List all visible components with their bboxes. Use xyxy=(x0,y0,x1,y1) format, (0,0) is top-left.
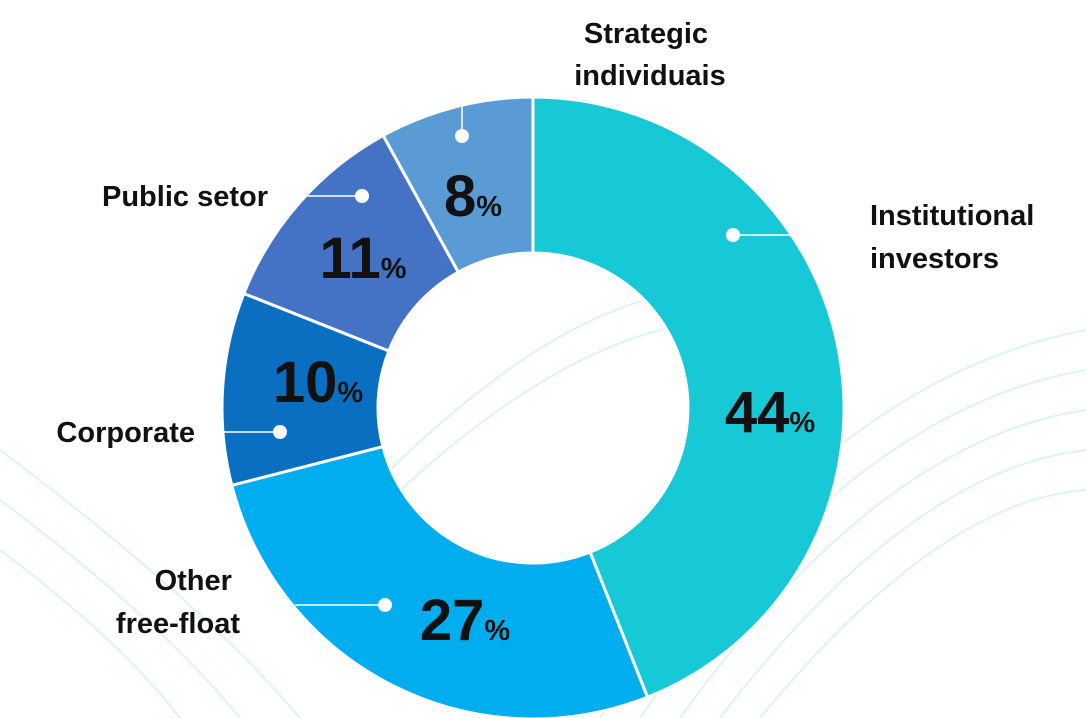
value-number: 8 xyxy=(444,164,476,229)
value-label: 27% xyxy=(420,588,511,653)
donut-slice xyxy=(381,95,535,275)
label-line: individuais xyxy=(574,60,725,92)
label-line: free-float xyxy=(116,608,240,640)
value-unit: % xyxy=(789,407,815,439)
value-unit: % xyxy=(476,191,502,223)
value-label: 44% xyxy=(725,380,816,445)
label-line: Institutional xyxy=(870,200,1042,232)
value-number: 27 xyxy=(420,588,485,653)
leader-dot xyxy=(378,598,392,612)
value-number: 10 xyxy=(273,350,338,415)
category-label: Strategic individuais xyxy=(574,18,725,92)
value-unit: % xyxy=(484,615,510,647)
category-label: Other free-float xyxy=(116,565,240,640)
value-number: 11 xyxy=(319,226,380,291)
leader-dot xyxy=(455,129,469,143)
value-label: 10% xyxy=(273,350,364,415)
value-unit: % xyxy=(381,253,407,285)
category-label: Institutional investors xyxy=(870,200,1042,275)
label-line: Strategic xyxy=(584,18,716,50)
leader-dot xyxy=(355,189,369,203)
category-label: Public setor xyxy=(102,181,268,213)
value-label: 8% xyxy=(444,164,502,229)
value-number: 44 xyxy=(725,380,790,445)
donut-slice xyxy=(531,95,846,700)
category-label: Corporate xyxy=(56,417,195,449)
label-line: Other xyxy=(155,565,240,597)
label-line: investors xyxy=(870,243,999,275)
donut-slice xyxy=(229,444,650,718)
leader-dot xyxy=(273,425,287,439)
value-unit: % xyxy=(337,377,363,409)
value-label: 11% xyxy=(319,226,406,291)
leader-dot xyxy=(726,228,740,242)
plot: Institutional investors 44% Other free-flo… xyxy=(56,18,1042,718)
